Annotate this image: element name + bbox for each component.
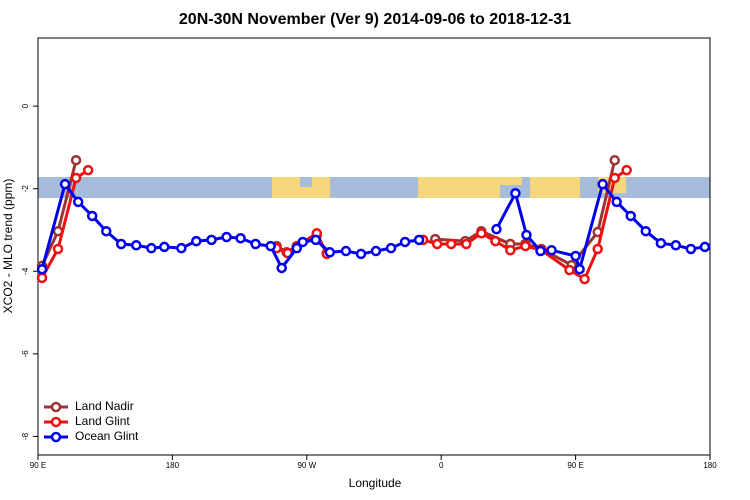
data-point xyxy=(521,229,532,241)
data-point xyxy=(546,244,557,256)
y-tick-label: -8 xyxy=(21,432,30,440)
data-point xyxy=(70,172,82,184)
legend-marker xyxy=(50,401,62,413)
x-tick-label: 90 E xyxy=(567,461,583,470)
data-point xyxy=(574,263,585,275)
data-point xyxy=(592,243,603,255)
data-point xyxy=(250,238,261,250)
x-tick-label: 0 xyxy=(439,461,444,470)
y-tick-label: -4 xyxy=(21,267,30,275)
legend-label: Land Glint xyxy=(75,414,130,428)
data-point xyxy=(579,273,590,285)
data-point xyxy=(564,264,575,276)
data-point xyxy=(609,154,620,166)
data-point xyxy=(36,263,48,275)
data-point xyxy=(59,178,71,190)
data-point xyxy=(505,244,516,256)
data-point xyxy=(206,234,217,246)
data-point xyxy=(570,250,581,262)
data-point xyxy=(70,154,82,166)
legend-marker xyxy=(50,416,62,428)
data-point xyxy=(191,235,202,247)
y-tick-label: -2 xyxy=(21,185,30,193)
legend-marker xyxy=(50,431,62,443)
data-point xyxy=(640,225,652,237)
data-point xyxy=(699,241,711,253)
data-point xyxy=(621,164,632,176)
data-point xyxy=(82,164,94,176)
data-point xyxy=(276,262,287,274)
data-point xyxy=(370,245,382,257)
data-point xyxy=(510,187,521,199)
data-point xyxy=(340,245,352,257)
data-point xyxy=(655,237,667,249)
data-point xyxy=(413,234,425,246)
data-point xyxy=(445,238,457,250)
data-point xyxy=(597,178,608,190)
data-point xyxy=(625,210,636,222)
data-point xyxy=(476,228,487,239)
map-band xyxy=(38,177,710,198)
data-point xyxy=(611,196,622,208)
legend-label: Ocean Glint xyxy=(75,429,139,443)
data-point xyxy=(265,240,276,252)
data-point xyxy=(399,236,411,248)
data-point xyxy=(297,236,309,248)
legend-label: Land Nadir xyxy=(75,399,134,413)
data-point xyxy=(431,238,443,250)
data-point xyxy=(115,238,127,250)
data-point xyxy=(670,240,682,251)
data-point xyxy=(685,243,697,255)
data-point xyxy=(131,240,142,251)
data-point xyxy=(490,235,501,247)
data-point xyxy=(235,232,246,244)
data-point xyxy=(310,234,322,246)
data-point xyxy=(291,242,303,254)
data-point xyxy=(52,243,64,255)
y-axis-label: XCO2 - MLO trend (ppm) xyxy=(1,179,15,314)
data-point xyxy=(461,238,472,250)
x-tick-label: 90 W xyxy=(297,461,316,470)
data-point xyxy=(72,196,84,208)
y-tick-label: -6 xyxy=(21,350,30,358)
data-point xyxy=(86,210,98,222)
y-tick-label: 0 xyxy=(21,103,30,108)
x-axis-label: Longitude xyxy=(349,476,402,490)
data-point xyxy=(221,231,232,243)
data-point xyxy=(355,248,367,260)
data-point xyxy=(609,172,620,184)
data-point xyxy=(146,242,157,254)
data-point xyxy=(385,242,397,254)
x-tick-label: 180 xyxy=(703,461,717,470)
x-tick-label: 180 xyxy=(166,461,180,470)
data-point xyxy=(176,242,187,254)
data-point xyxy=(491,223,502,235)
data-point xyxy=(159,241,170,253)
chart-title: 20N-30N November (Ver 9) 2014-09-06 to 2… xyxy=(179,11,571,28)
data-point xyxy=(520,240,531,252)
x-tick-label: 90 E xyxy=(30,461,46,470)
data-point xyxy=(100,225,112,237)
data-point xyxy=(36,272,48,284)
data-point xyxy=(324,247,336,258)
data-point xyxy=(535,245,546,257)
